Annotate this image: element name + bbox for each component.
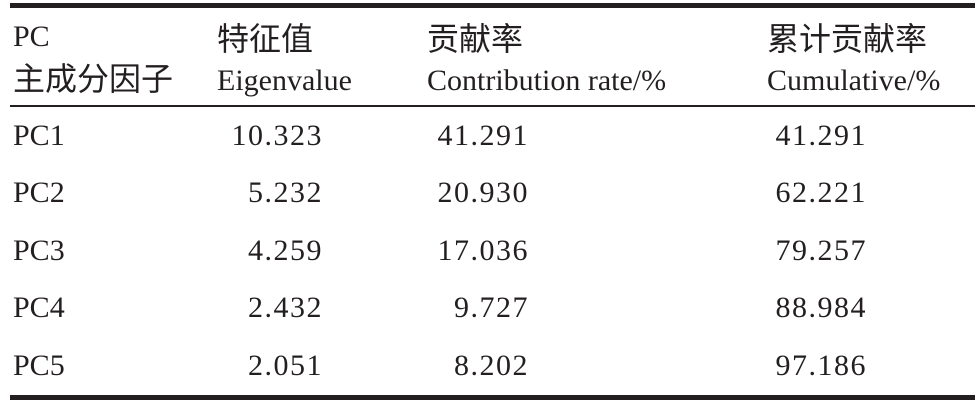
value-cumulative: 79.257 [775, 233, 867, 267]
header-cumulative: 累计贡献率 Cumulative/% [767, 6, 975, 107]
header-cumulative-zh: 累计贡献率 [767, 21, 928, 57]
header-principal-component: PC 主成分因子 [10, 6, 217, 107]
cell-eigenvalue: 4.259 [217, 222, 427, 280]
value-contribution-rate: 17.036 [437, 233, 529, 267]
value-contribution-rate: 9.727 [454, 291, 529, 325]
header-row: PC 主成分因子 特征值 Eigenvalue 贡献率 Contribution… [10, 6, 975, 107]
table-row-pc4: PC4 2.432 9.727 88.984 [10, 280, 975, 338]
value-eigenvalue: 2.432 [248, 291, 323, 325]
value-eigenvalue: 10.323 [231, 118, 323, 152]
table-row-pc1: PC1 10.323 41.291 41.291 [10, 106, 975, 165]
table-row-pc3: PC3 4.259 17.036 79.257 [10, 222, 975, 280]
header-contribution-en: Contribution rate/% [427, 64, 667, 97]
cell-eigenvalue: 10.323 [217, 106, 427, 165]
cell-cumulative: 97.186 [767, 337, 975, 397]
header-eigenvalue: 特征值 Eigenvalue [217, 6, 427, 107]
cell-contribution-rate: 17.036 [427, 222, 767, 280]
value-cumulative: 97.186 [775, 348, 867, 382]
cell-eigenvalue: 2.432 [217, 280, 427, 338]
header-eigenvalue-zh: 特征值 [217, 21, 314, 57]
value-cumulative: 62.221 [775, 176, 867, 210]
table-body: PC1 10.323 41.291 41.291 PC2 5.232 20.93… [10, 106, 975, 397]
cell-cumulative: 62.221 [767, 165, 975, 223]
header-pc-line2-zh: 主成分因子 [13, 61, 174, 97]
cell-pc-label: PC5 [13, 348, 65, 382]
value-contribution-rate: 41.291 [437, 118, 529, 152]
value-eigenvalue: 4.259 [248, 233, 323, 267]
cell-eigenvalue: 2.051 [217, 337, 427, 397]
value-contribution-rate: 20.930 [437, 176, 529, 210]
table-row-pc2: PC2 5.232 20.930 62.221 [10, 165, 975, 223]
header-contribution-rate: 贡献率 Contribution rate/% [427, 6, 767, 107]
table-header: PC 主成分因子 特征值 Eigenvalue 贡献率 Contribution… [10, 6, 975, 107]
value-cumulative: 88.984 [775, 291, 867, 325]
cell-pc-label: PC4 [13, 291, 65, 325]
cell-cumulative: 88.984 [767, 280, 975, 338]
cell-pc-label: PC2 [13, 176, 65, 210]
cell-pc-label: PC3 [13, 233, 65, 267]
table-row-pc5: PC5 2.051 8.202 97.186 [10, 337, 975, 397]
header-contribution-zh: 贡献率 [427, 21, 524, 57]
cell-pc-label: PC1 [13, 118, 65, 152]
header-pc-line1: PC [13, 20, 50, 53]
header-eigenvalue-en: Eigenvalue [217, 64, 352, 97]
cell-eigenvalue: 5.232 [217, 165, 427, 223]
cell-cumulative: 79.257 [767, 222, 975, 280]
pca-results-table: PC 主成分因子 特征值 Eigenvalue 贡献率 Contribution… [10, 3, 975, 400]
value-cumulative: 41.291 [775, 118, 867, 152]
cell-contribution-rate: 20.930 [427, 165, 767, 223]
value-contribution-rate: 8.202 [454, 348, 529, 382]
value-eigenvalue: 5.232 [248, 176, 323, 210]
cell-contribution-rate: 9.727 [427, 280, 767, 338]
cell-cumulative: 41.291 [767, 106, 975, 165]
value-eigenvalue: 2.051 [248, 348, 323, 382]
cell-contribution-rate: 8.202 [427, 337, 767, 397]
cell-contribution-rate: 41.291 [427, 106, 767, 165]
header-cumulative-en: Cumulative/% [767, 64, 941, 97]
